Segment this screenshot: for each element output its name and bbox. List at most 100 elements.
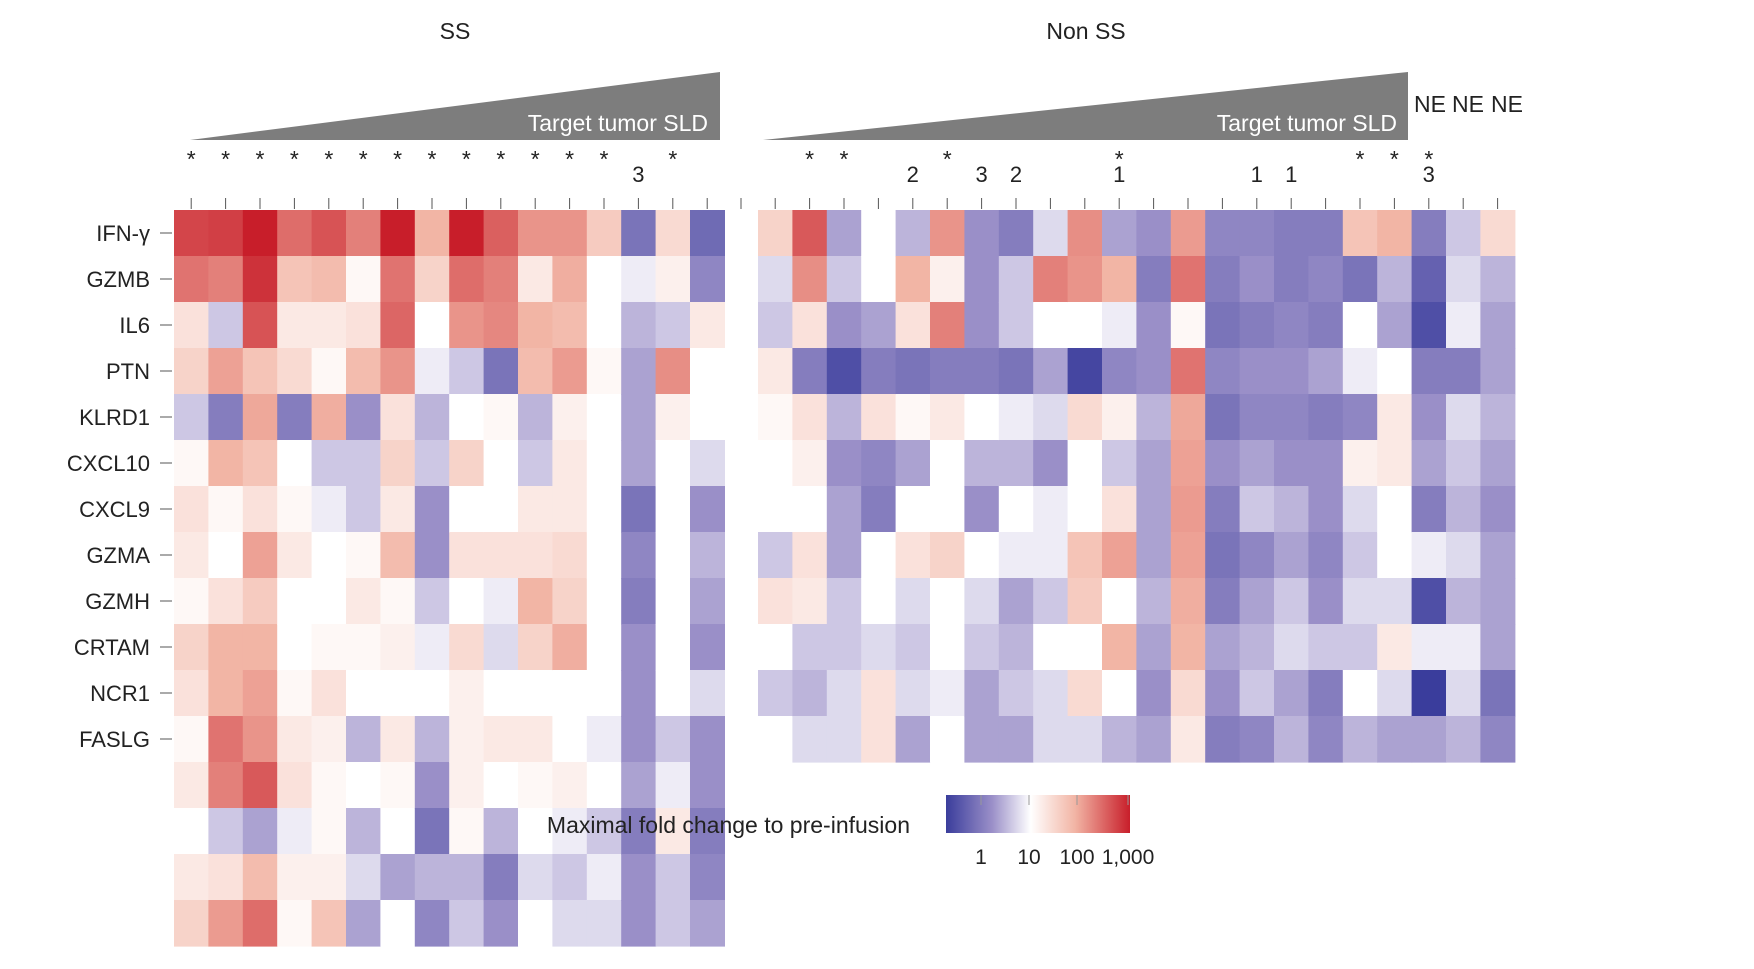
heatmap-cell <box>758 302 793 349</box>
ne-label: NE <box>1491 91 1523 117</box>
heatmap-cell <box>311 900 347 947</box>
heatmap-cell <box>930 440 965 487</box>
heatmap-cell <box>552 670 588 717</box>
column-annotation: 1 <box>1285 162 1297 187</box>
heatmap-cell <box>414 900 450 947</box>
heatmap-cell <box>1033 394 1069 441</box>
heatmap-cell <box>621 210 657 257</box>
heatmap-cell <box>1136 532 1172 579</box>
heatmap-cell <box>895 348 931 395</box>
heatmap-cell <box>758 578 793 625</box>
wedge-label-ss: Target tumor SLD <box>528 110 708 136</box>
heatmap-cell <box>483 808 519 855</box>
heatmap-cell <box>208 532 244 579</box>
heatmap-cell <box>1308 440 1344 487</box>
heatmap-cell <box>346 854 381 901</box>
heatmap-cell <box>311 670 347 717</box>
heatmap-cell <box>346 486 381 533</box>
heatmap-cell <box>1342 578 1378 625</box>
heatmap-cell <box>208 348 244 395</box>
significance-star: * <box>462 146 471 172</box>
heatmap-cell <box>586 532 622 579</box>
heatmap-cell <box>518 762 553 809</box>
significance-star: * <box>324 146 333 172</box>
heatmap-cell <box>998 532 1034 579</box>
heatmap-cell <box>586 854 622 901</box>
heatmap-cell <box>586 440 622 487</box>
heatmap-cell <box>518 854 553 901</box>
heatmap-cell <box>311 624 347 671</box>
heatmap-cell <box>826 348 862 395</box>
heatmap-cell <box>1239 716 1275 763</box>
group-title-ss: SS <box>440 18 471 44</box>
heatmap-cell <box>690 440 725 487</box>
heatmap-cell <box>1480 256 1516 303</box>
heatmap-cell <box>380 532 416 579</box>
heatmap-cell <box>552 854 588 901</box>
heatmap-cell <box>1411 348 1447 395</box>
heatmap-cell <box>552 348 588 395</box>
heatmap-cell <box>621 670 657 717</box>
significance-star: * <box>840 146 849 172</box>
heatmap-cell <box>998 302 1034 349</box>
heatmap-cell <box>174 532 209 579</box>
heatmap-cell <box>1067 716 1103 763</box>
heatmap-cell <box>1274 486 1309 533</box>
heatmap-cell <box>346 900 381 947</box>
heatmap-cell <box>1480 302 1516 349</box>
heatmap-cell <box>1411 394 1447 441</box>
heatmap-cell <box>174 440 209 487</box>
heatmap-cell <box>758 486 793 533</box>
heatmap-cell <box>655 302 691 349</box>
heatmap-cell <box>1446 670 1481 717</box>
heatmap-cell <box>1377 302 1413 349</box>
heatmap-cell <box>1480 394 1516 441</box>
heatmap-cell <box>346 808 381 855</box>
column-annotation: 1 <box>1113 162 1125 187</box>
heatmap-cell <box>690 394 725 441</box>
heatmap-cell <box>655 394 691 441</box>
heatmap-cell <box>690 348 725 395</box>
heatmap-cell <box>895 394 931 441</box>
heatmap-cell <box>174 900 209 947</box>
heatmap-cell <box>1170 624 1206 671</box>
heatmap-cell <box>861 210 897 257</box>
heatmap-cell <box>414 578 450 625</box>
heatmap-cell <box>1136 716 1172 763</box>
heatmap-cell <box>242 808 278 855</box>
heatmap-cell <box>208 670 244 717</box>
heatmap-cell <box>1411 532 1447 579</box>
heatmap-cell <box>174 624 209 671</box>
heatmap-cell <box>930 670 965 717</box>
heatmap-cell <box>861 532 897 579</box>
significance-star: * <box>359 146 368 172</box>
heatmap-cell <box>1308 348 1344 395</box>
heatmap-cell <box>208 716 244 763</box>
heatmap-cell <box>1239 578 1275 625</box>
heatmap-cell <box>552 578 588 625</box>
heatmap-cell <box>277 808 313 855</box>
colorbar-gradient <box>946 795 1130 833</box>
heatmap-cell <box>1033 624 1069 671</box>
heatmap-cell <box>1067 440 1103 487</box>
heatmap-cell <box>277 716 313 763</box>
heatmap-cell <box>930 716 965 763</box>
heatmap-cell <box>895 532 931 579</box>
heatmap-cell <box>518 348 553 395</box>
heatmap-cell <box>1170 210 1206 257</box>
heatmap-cell <box>518 256 553 303</box>
heatmap-cell <box>277 624 313 671</box>
heatmap-cell <box>1411 670 1447 717</box>
heatmap-cell <box>792 532 828 579</box>
heatmap-cell <box>1274 440 1309 487</box>
heatmap-cell <box>861 440 897 487</box>
heatmap-cell <box>690 486 725 533</box>
heatmap-cell <box>1239 210 1275 257</box>
heatmap-cell <box>277 440 313 487</box>
heatmap-cell <box>758 256 793 303</box>
heatmap-cell <box>1033 578 1069 625</box>
heatmap-cell <box>449 900 485 947</box>
heatmap-cell <box>1136 210 1172 257</box>
heatmap-cell <box>792 256 828 303</box>
heatmap-cell <box>1102 440 1137 487</box>
